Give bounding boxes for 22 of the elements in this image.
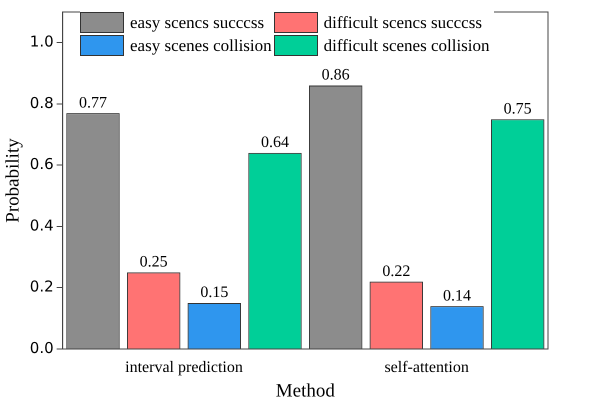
- data-label: 0.75: [504, 100, 532, 118]
- y-tick-label: 1.0: [30, 32, 54, 51]
- data-label: 0.22: [382, 262, 410, 280]
- y-tick-label: 0.4: [30, 216, 54, 234]
- legend-label: difficult scencs succcss: [324, 12, 482, 32]
- data-label: 0.14: [443, 287, 471, 304]
- x-tick-label: interval prediction: [125, 358, 243, 376]
- legend-label: difficult scenes collision: [324, 36, 490, 56]
- y-tick-label: 0.0: [30, 338, 54, 357]
- y-tick-label: 0.8: [30, 94, 54, 112]
- x-tick-label: self-attention: [384, 358, 469, 376]
- y-tick-label: 0.6: [30, 155, 54, 174]
- x-axis-title: Method: [276, 380, 336, 402]
- data-label: 0.25: [140, 254, 168, 271]
- data-label: 0.15: [200, 284, 228, 302]
- data-label: 0.86: [322, 66, 350, 84]
- legend-label: easy scenes collision: [130, 36, 272, 56]
- data-label: 0.64: [260, 134, 289, 152]
- y-axis-title: Probability: [2, 138, 24, 223]
- legend-label: easy scencs succcss: [130, 12, 264, 32]
- y-tick-label: 0.2: [30, 278, 54, 296]
- data-label: 0.77: [78, 94, 107, 112]
